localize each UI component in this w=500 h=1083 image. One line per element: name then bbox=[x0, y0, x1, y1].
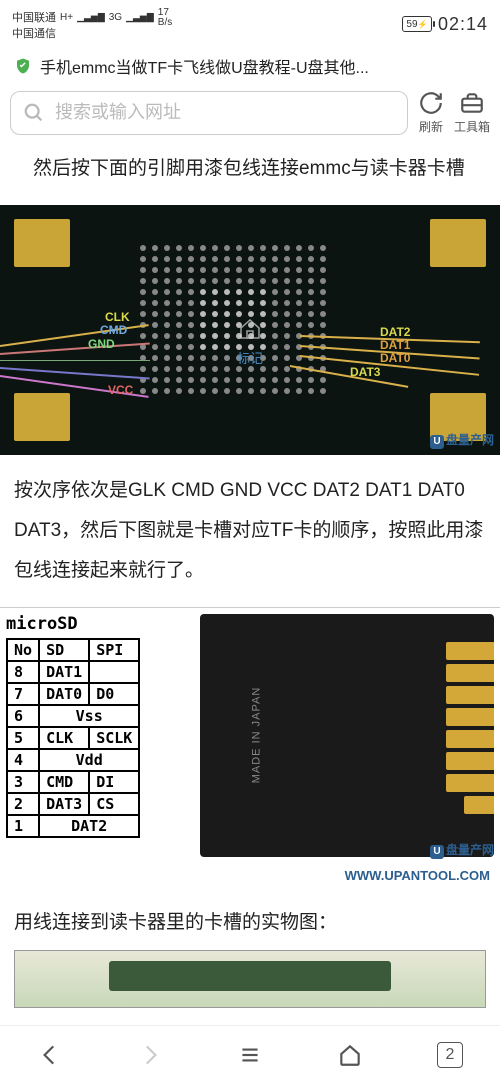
watermark: U盘量产网 bbox=[430, 431, 494, 449]
marker: 标记 bbox=[237, 317, 263, 367]
nav-forward[interactable] bbox=[130, 1035, 170, 1075]
search-box[interactable] bbox=[10, 91, 408, 135]
carrier-1: 中国联通 bbox=[12, 12, 56, 24]
microsd-title: microSD bbox=[6, 614, 194, 634]
battery-icon: 59⚡ bbox=[402, 16, 432, 32]
toolbar: 刷新 工具箱 bbox=[0, 84, 500, 141]
refresh-button[interactable]: 刷新 bbox=[418, 90, 444, 135]
page-title: 手机emmc当做TF卡飞线做U盘教程-U盘其他... bbox=[40, 54, 486, 78]
paragraph-3: 用线连接到读卡器里的卡槽的实物图： bbox=[14, 903, 486, 943]
status-bar: 中国联通 H+ ▁▃▅▇ 3G ▁▃▅▇ 17B/s 中国通信 59⚡ 02:1… bbox=[0, 0, 500, 48]
toolbox-button[interactable]: 工具箱 bbox=[454, 90, 490, 135]
pcb-image: 标记 U盘量产网 CLKCMDGNDVCCDAT2DAT1DAT0DAT3 bbox=[0, 205, 500, 455]
search-input[interactable] bbox=[55, 102, 395, 123]
toolbox-icon bbox=[459, 90, 485, 116]
nav-home[interactable] bbox=[330, 1035, 370, 1075]
search-icon bbox=[23, 102, 45, 124]
title-row: 手机emmc当做TF卡飞线做U盘教程-U盘其他... bbox=[0, 48, 500, 84]
nav-back[interactable] bbox=[30, 1035, 70, 1075]
article-content-3: 用线连接到读卡器里的卡槽的实物图： bbox=[0, 895, 500, 1017]
tab-count: 2 bbox=[437, 1042, 463, 1068]
chip-marking: MADE IN JAPAN bbox=[250, 687, 262, 784]
nav-menu[interactable] bbox=[230, 1035, 270, 1075]
speed-unit: B/s bbox=[158, 18, 172, 28]
paragraph-2: 按次序依次是GLK CMD GND VCC DAT2 DAT1 DAT0 DAT… bbox=[14, 471, 486, 591]
nav-tabs[interactable]: 2 bbox=[430, 1035, 470, 1075]
microsd-table: NoSDSPI8DAT17DAT0D06Vss5CLKSCLK4Vdd3CMDD… bbox=[6, 638, 140, 838]
paragraph-1: 然后按下面的引脚用漆包线连接emmc与读卡器卡槽 bbox=[14, 149, 486, 189]
sd-url: WWW.UPANTOOL.COM bbox=[345, 868, 490, 883]
microsd-image: microSD NoSDSPI8DAT17DAT0D06Vss5CLKSCLK4… bbox=[0, 607, 500, 887]
sd-watermark: U盘量产网 bbox=[430, 841, 494, 859]
refresh-icon bbox=[418, 90, 444, 116]
article-content: 然后按下面的引脚用漆包线连接emmc与读卡器卡槽 bbox=[0, 141, 500, 197]
reader-photo bbox=[14, 950, 486, 1008]
bottom-nav: 2 bbox=[0, 1025, 500, 1083]
microsd-chip: MADE IN JAPAN bbox=[200, 614, 494, 857]
sig-1: H+ bbox=[60, 12, 73, 23]
status-right: 59⚡ 02:14 bbox=[402, 14, 488, 35]
article-content-2: 按次序依次是GLK CMD GND VCC DAT2 DAT1 DAT0 DAT… bbox=[0, 463, 500, 599]
clock: 02:14 bbox=[438, 14, 488, 35]
shield-icon bbox=[14, 57, 32, 75]
carrier-block: 中国联通 H+ ▁▃▅▇ 3G ▁▃▅▇ 17B/s 中国通信 bbox=[12, 8, 172, 40]
sig-2: 3G bbox=[109, 12, 122, 23]
carrier-2: 中国通信 bbox=[12, 28, 172, 40]
